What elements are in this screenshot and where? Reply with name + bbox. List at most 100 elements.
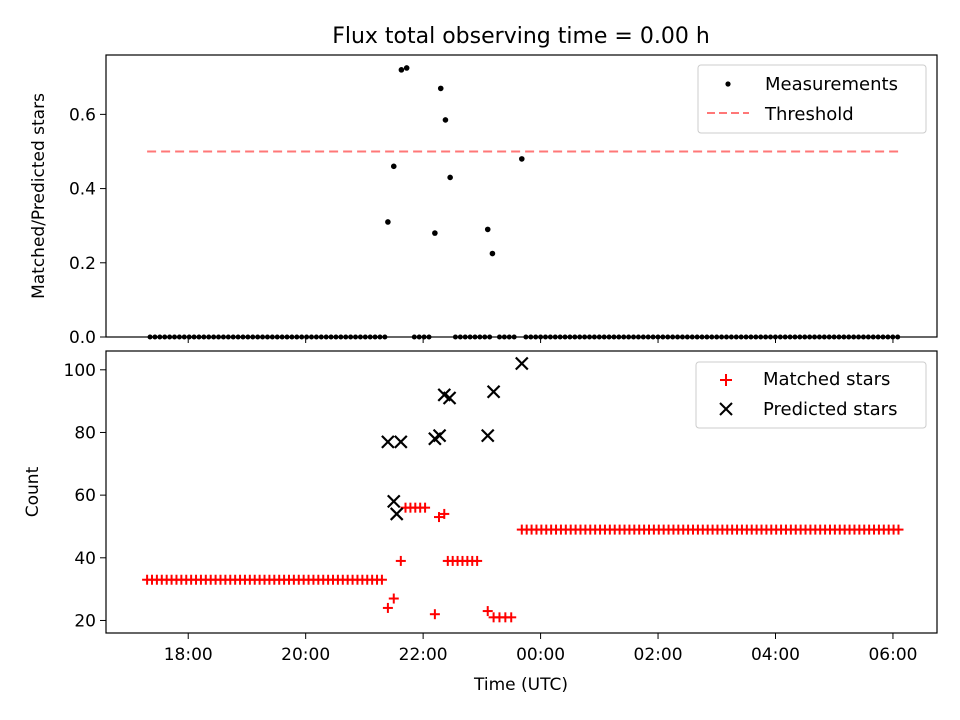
measurement-point [856, 334, 862, 340]
top-marks [147, 65, 902, 340]
measurement-point [567, 334, 573, 340]
bottom-x-tick-label: 20:00 [281, 645, 330, 665]
measurement-point [416, 334, 422, 340]
measurement-point [372, 334, 378, 340]
measurement-point [596, 334, 602, 340]
measurement-point [846, 334, 852, 340]
measurement-point [289, 334, 295, 340]
measurement-point [807, 334, 813, 340]
measurement-point [186, 334, 192, 340]
measurement-point [467, 334, 473, 340]
measurement-point [621, 334, 627, 340]
bottom-panel: Count Time (UTC) 20 40 60 80 100 18:00 20:00 2… [23, 350, 938, 695]
legend-measurements-label: Measurements [765, 74, 898, 95]
measurement-point [606, 334, 612, 340]
legend-predicted-label: Predicted stars [763, 399, 897, 420]
matched-star-point [893, 524, 904, 535]
measurement-point [452, 334, 458, 340]
matched-star-point [472, 555, 483, 566]
measurement-point [398, 67, 405, 73]
top-y-tick-label: 0.2 [69, 254, 96, 274]
measurement-point [304, 334, 310, 340]
measurement-point [235, 334, 241, 340]
measurement-point [640, 334, 646, 340]
measurement-point [482, 334, 488, 340]
measurement-point [733, 334, 739, 340]
bottom-x-tick-label: 06:00 [868, 645, 917, 665]
measurement-point [772, 334, 778, 340]
measurement-point [870, 334, 876, 340]
cross-b [389, 507, 404, 521]
cross-b [437, 388, 452, 402]
measurement-point [650, 334, 656, 340]
measurement-point [157, 334, 163, 340]
x-axis-label: Time (UTC) [473, 675, 568, 695]
matched-star-point [420, 502, 431, 513]
bottom-x-ticks: 18:00 20:00 22:00 00:00 02:00 04:00 06:00 [164, 633, 917, 665]
measurement-point [533, 334, 539, 340]
measurement-point [816, 334, 822, 340]
measurement-point [572, 334, 578, 340]
measurement-point [299, 334, 305, 340]
measurement-point [447, 174, 453, 181]
measurement-point [284, 334, 290, 340]
measurement-point [860, 334, 866, 340]
measurement-point [552, 334, 558, 340]
measurement-point [699, 334, 705, 340]
bottom-x-tick-label: 04:00 [751, 645, 800, 665]
measurement-point [201, 334, 207, 340]
measurement-point [528, 334, 534, 340]
matched-star-point [482, 606, 493, 617]
cross-b [442, 391, 457, 405]
matched-star-point [429, 609, 440, 620]
measurement-point [477, 334, 483, 340]
measurement-point [743, 334, 749, 340]
measurement-point [719, 334, 725, 340]
measurement-point [635, 334, 641, 340]
measurement-point [191, 334, 197, 340]
measurement-point [501, 334, 507, 340]
measurement-point [348, 334, 354, 340]
legend-measurements-marker [725, 81, 731, 87]
measurement-point [748, 334, 754, 340]
measurement-point [631, 334, 637, 340]
measurement-point [323, 334, 329, 340]
measurement-point [457, 334, 463, 340]
predicted-star-point [386, 494, 401, 509]
measurement-point [216, 334, 222, 340]
measurement-point [538, 334, 544, 340]
cross-b [381, 435, 395, 449]
bottom-y-ticks: 20 40 60 80 100 [64, 361, 106, 631]
measurement-point [403, 65, 410, 71]
matched-star-point [382, 602, 393, 613]
measurement-point [851, 334, 857, 340]
measurement-point [511, 334, 517, 340]
measurement-point [385, 219, 391, 225]
predicted-star-point [394, 435, 408, 449]
measurement-point [562, 334, 568, 340]
measurement-point [885, 334, 891, 340]
measurement-point [753, 334, 759, 340]
measurement-point [547, 334, 553, 340]
bottom-legend-box [695, 361, 927, 429]
measurement-point [763, 334, 769, 340]
matched-star-point [506, 612, 517, 623]
cross-b [515, 356, 529, 371]
measurement-point [333, 334, 339, 340]
bottom-x-tick-label: 02:00 [634, 645, 683, 665]
measurement-point [694, 334, 700, 340]
measurement-point [269, 334, 275, 340]
measurement-point [601, 334, 607, 340]
measurement-point [802, 334, 808, 340]
measurement-point [714, 334, 720, 340]
measurement-point [591, 334, 597, 340]
measurement-point [484, 226, 491, 233]
measurement-point [518, 156, 525, 162]
matched-star-point [439, 508, 450, 519]
measurement-point [432, 230, 438, 236]
bottom-marks [142, 356, 904, 623]
top-legend: Measurements Threshold [697, 64, 927, 134]
measurement-point [679, 334, 685, 340]
measurement-point [308, 334, 314, 340]
bottom-y-tick-label: 100 [64, 361, 96, 381]
